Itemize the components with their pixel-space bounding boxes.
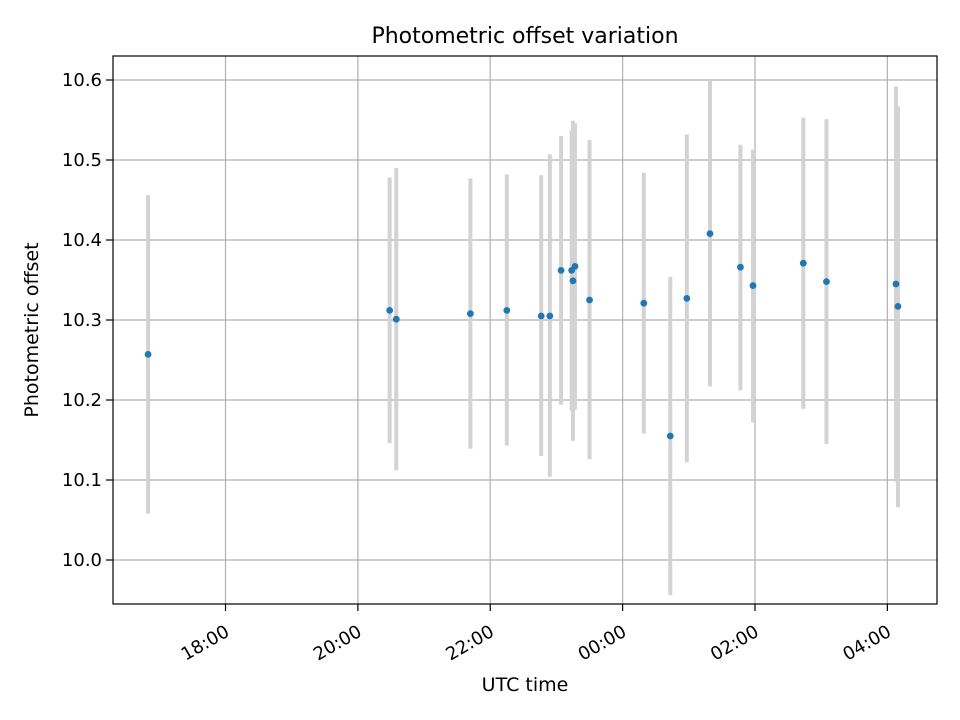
plot-frame bbox=[112, 55, 938, 605]
data-point bbox=[892, 280, 900, 288]
data-point bbox=[571, 263, 579, 270]
data-point bbox=[586, 296, 593, 304]
data-point bbox=[706, 230, 714, 238]
y-tick-label: 10.1 bbox=[62, 470, 102, 491]
data-point bbox=[546, 312, 554, 320]
y-tick-label: 10.2 bbox=[62, 390, 102, 411]
data-point bbox=[666, 432, 674, 440]
data-point bbox=[503, 307, 511, 314]
y-tick-label: 10.3 bbox=[62, 310, 102, 331]
data-point bbox=[640, 299, 648, 307]
data-point bbox=[386, 307, 394, 314]
y-tick-label: 10.5 bbox=[62, 150, 102, 171]
chart-title: Photometric offset variation bbox=[371, 24, 678, 49]
data-point bbox=[683, 295, 691, 302]
y-tick-label: 10.4 bbox=[62, 230, 102, 251]
data-point bbox=[894, 303, 902, 310]
data-point bbox=[537, 312, 545, 320]
data-point bbox=[823, 278, 830, 285]
data-point bbox=[466, 310, 474, 317]
y-tick-label: 10.0 bbox=[62, 550, 102, 571]
data-point bbox=[799, 259, 807, 267]
data-point bbox=[737, 263, 744, 271]
data-points bbox=[144, 230, 902, 440]
y-tick-label: 10.6 bbox=[62, 70, 102, 91]
data-point bbox=[749, 282, 757, 289]
data-point bbox=[569, 277, 577, 285]
data-point bbox=[557, 267, 565, 274]
y-axis-label: Photometric offset bbox=[21, 242, 43, 417]
data-point bbox=[144, 351, 152, 358]
data-point bbox=[392, 315, 400, 323]
x-axis-label: UTC time bbox=[482, 674, 569, 696]
